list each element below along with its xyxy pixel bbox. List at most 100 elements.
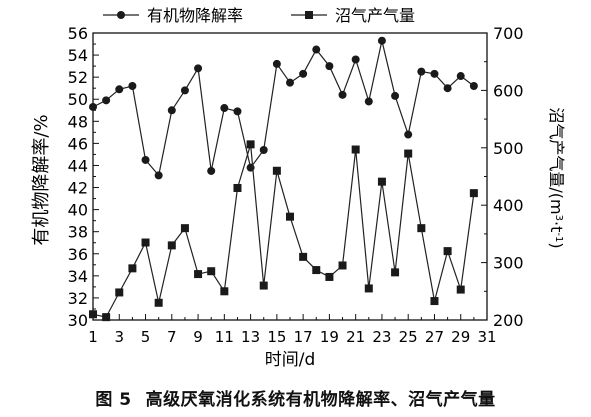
degradation-rate-point [391,91,400,100]
x-tick-label: 13 [241,328,260,346]
biogas-yield-point [233,183,242,192]
left-y-tick-label: 36 [68,245,88,264]
degradation-rate-point [456,72,465,81]
figure-number: 图 5 [95,390,132,410]
x-tick-label: 31 [477,328,496,346]
right-y-axis-label: 沼气产气量/(m3·t-1) [547,107,566,248]
left-y-tick-label: 42 [68,179,88,198]
biogas-yield-point [456,285,465,294]
degradation-rate-point [325,62,334,71]
biogas-yield-point [259,281,268,290]
degradation-rate-point [469,81,478,90]
degradation-rate-point [115,85,124,94]
biogas-yield-point [286,212,294,221]
biogas-yield-point [89,310,97,319]
x-tick-label: 1 [88,328,98,346]
biogas-yield-point [325,272,334,281]
degradation-rate-point [377,36,386,45]
biogas-yield-point [430,297,439,306]
x-tick-label: 5 [141,328,151,346]
degradation-rate-legend-label: 有机物降解率 [147,6,243,25]
biogas-yield-point [272,166,281,175]
biogas-yield-point [246,140,255,149]
left-y-axis-label: 有机物降解率/% [31,114,52,245]
chart: 1 3 5 7 9 11 13 15 17 19 21 23 25 27 29 313032343638404… [31,6,566,370]
biogas-yield-line [92,144,475,318]
biogas-yield-point [128,264,137,273]
biogas-yield-point [312,266,321,275]
biogas-yield-point [377,177,386,186]
x-tick-label: 23 [372,328,391,346]
degradation-rate-line [92,40,475,177]
degradation-rate-point [207,166,216,175]
right-y-tick-label: 200 [493,311,524,330]
biogas-yield-point [299,252,308,261]
degradation-rate-point [338,90,347,99]
biogas-yield-point [351,145,360,154]
figure-caption-text: 高级厌氧消化系统有机物降解率、沼气产气量 [145,390,496,410]
figure-caption: 图 5 高级厌氧消化系统有机物降解率、沼气产气量 [0,385,591,410]
degradation-rate-point [167,106,176,115]
right-y-axis-label-part: -1 [554,232,565,242]
biogas-yield-point [338,261,347,270]
degradation-rate-point [351,55,360,64]
biogas-yield-point [417,224,426,233]
degradation-rate-point [272,59,281,68]
left-y-tick-label: 56 [68,24,88,43]
biogas-yield-legend-marker [305,11,313,19]
degradation-rate-point [141,155,150,164]
right-y-tick-label: 300 [493,254,524,273]
left-y-tick-label: 46 [68,134,88,153]
biogas-yield-point [220,287,229,296]
left-y-tick-label: 40 [68,201,88,220]
left-y-tick-label: 54 [68,46,88,65]
degradation-rate-point [312,45,321,54]
biogas-yield-point [102,313,111,322]
biogas-yield-legend-label: 沼气产气量 [335,6,415,25]
x-tick-label: 19 [320,328,339,346]
left-y-tick-label: 44 [68,156,88,175]
right-y-tick-label: 500 [493,139,524,158]
degradation-rate-legend-marker [117,11,125,19]
degradation-rate-point [89,102,97,111]
left-y-tick-label: 52 [68,68,88,87]
right-y-axis-label-part: 3 [554,215,565,221]
biogas-yield-point [443,247,452,256]
degradation-rate-point [233,107,242,116]
biogas-yield-point [391,268,400,277]
left-y-tick-label: 32 [68,289,88,308]
plot-frame [92,32,488,321]
x-tick-label: 29 [451,328,470,346]
x-tick-label: 7 [167,328,177,346]
x-tick-label: 15 [267,328,286,346]
left-y-tick-label: 38 [68,223,88,242]
degradation-rate-point [430,69,439,78]
degradation-rate-point [220,104,229,113]
x-tick-label: 17 [294,328,313,346]
biogas-yield-point [194,270,203,279]
biogas-yield-point [167,241,176,250]
right-y-tick-label: 400 [493,196,524,215]
left-y-tick-label: 34 [68,267,88,286]
right-y-tick-label: 700 [493,24,524,43]
degradation-rate-point [417,67,426,76]
degradation-rate-point [443,84,452,93]
right-y-axis-label-part: ·t [547,221,566,232]
x-tick-label: 9 [193,328,203,346]
biogas-yield-point [364,284,373,293]
degradation-rate-point [299,69,308,78]
x-axis-label: 时间/d [265,350,316,370]
biogas-yield-point [180,224,189,233]
x-tick-label: 21 [346,328,365,346]
x-tick-label: 27 [425,328,444,346]
degradation-rate-point [102,96,111,105]
x-tick-label: 25 [399,328,418,346]
biogas-yield-point [154,298,163,307]
degradation-rate-point [180,86,189,95]
degradation-rate-point [128,81,137,90]
biogas-yield-point [115,288,124,297]
right-y-axis-label-part: ) [547,242,566,248]
biogas-yield-point [141,238,150,247]
biogas-yield-point [207,267,216,276]
degradation-rate-point [154,171,163,180]
